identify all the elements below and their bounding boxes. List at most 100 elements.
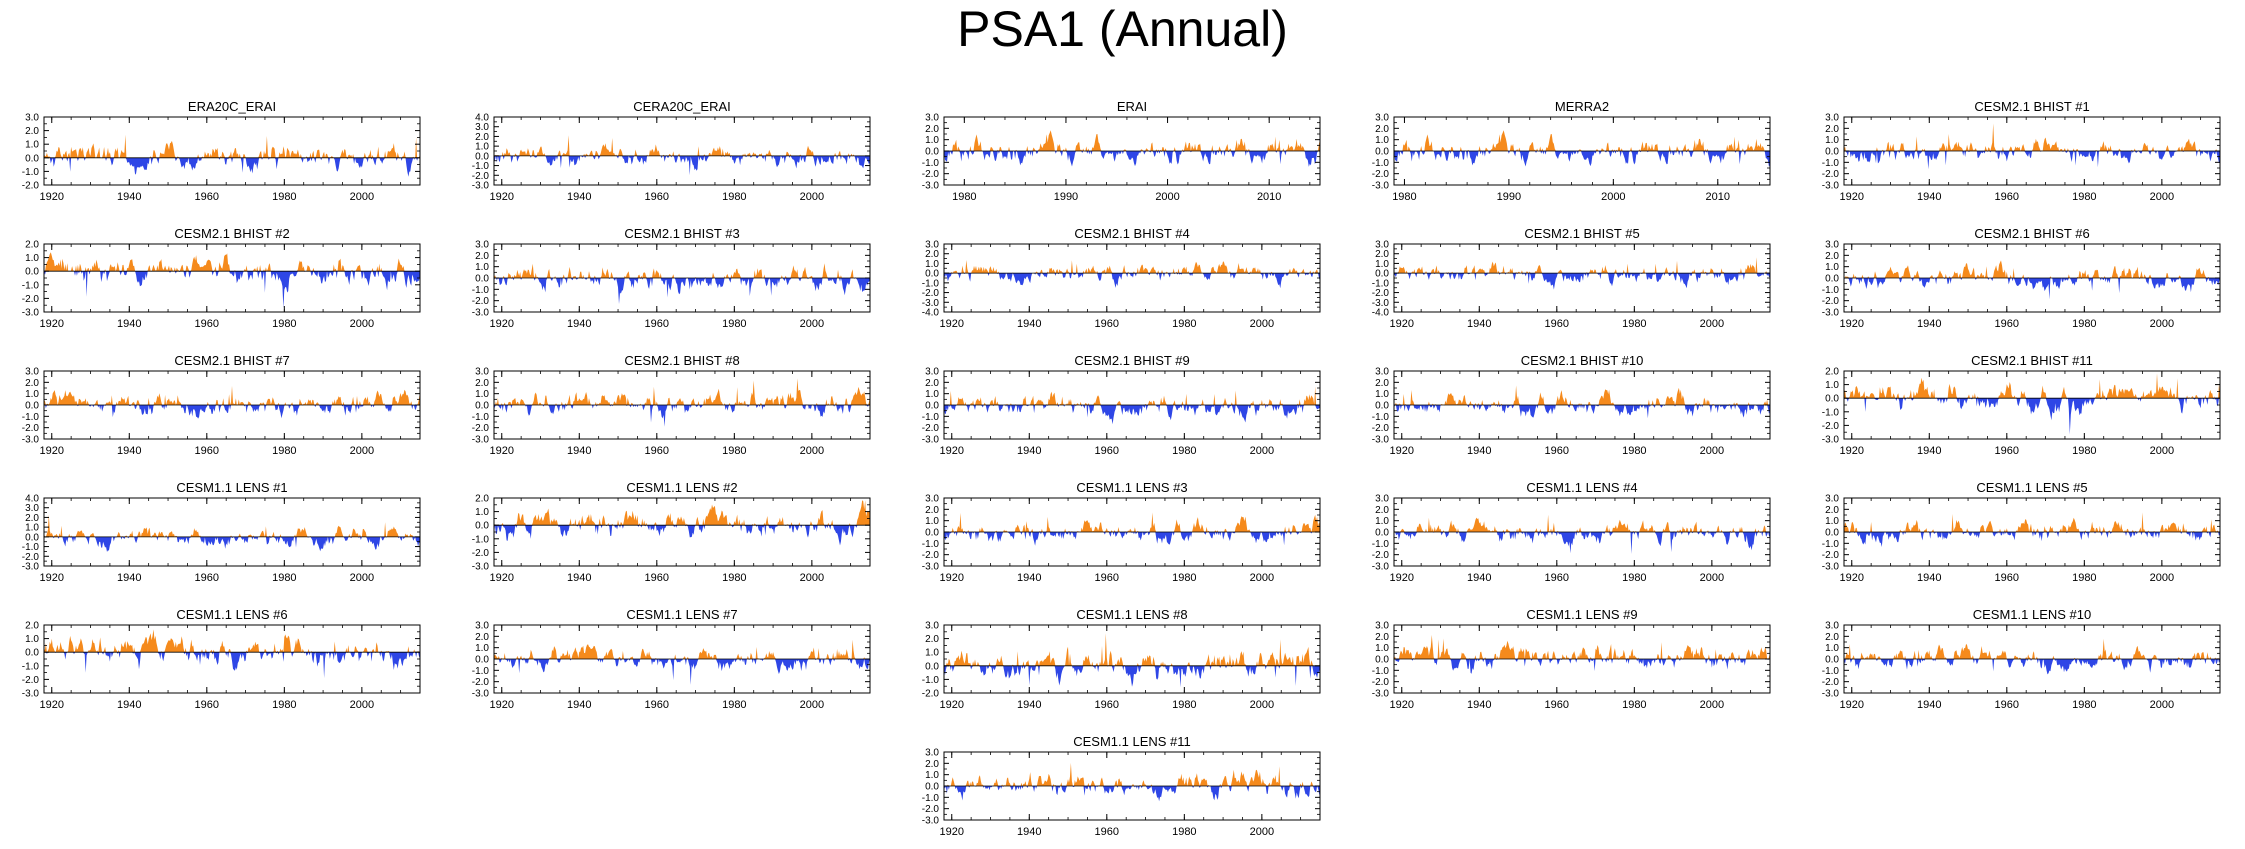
x-tick-label: 1960 <box>645 445 669 457</box>
y-tick-label: 2.0 <box>475 132 489 143</box>
x-tick-label: 2000 <box>800 191 824 203</box>
y-tick-label: 0.0 <box>25 648 39 659</box>
y-tick-label: -3.0 <box>1372 435 1390 446</box>
x-tick-label: 2010 <box>1706 191 1730 203</box>
y-tick-label: 2.0 <box>25 513 39 524</box>
x-tick-label: 2000 <box>1250 445 1274 457</box>
y-tick-label: -1.0 <box>22 542 40 553</box>
x-tick-label: 1980 <box>1622 445 1646 457</box>
y-tick-label: 0.0 <box>25 532 39 543</box>
y-tick-label: 1.0 <box>25 634 39 645</box>
x-tick-label: 1960 <box>645 699 669 711</box>
x-tick-label: 1940 <box>1917 191 1941 203</box>
y-tick-label: 3.0 <box>475 367 489 378</box>
chart-panel: CESM1.1 LENS #93.02.01.00.0-1.0-2.0-3.01… <box>1372 607 1771 711</box>
y-tick-label: 4.0 <box>25 494 39 505</box>
chart-panel: CERA20C_ERAI4.03.02.01.00.0-1.0-2.0-3.01… <box>472 99 871 203</box>
panel-title: CESM2.1 BHIST #11 <box>1971 353 2093 368</box>
y-tick-label: 1.0 <box>1825 380 1839 391</box>
x-tick-label: 1960 <box>1545 699 1569 711</box>
x-tick-label: 1980 <box>1172 445 1196 457</box>
x-tick-label: 1960 <box>1995 699 2019 711</box>
x-tick-label: 1920 <box>940 826 964 838</box>
x-tick-label: 1940 <box>1467 318 1491 330</box>
negative-anomaly-area <box>494 659 870 685</box>
x-tick-label: 1940 <box>1917 699 1941 711</box>
chart-panel: CESM2.1 BHIST #1 3.02.01.00.0-1.0-2.0-3.0… <box>1822 99 2221 203</box>
x-tick-label: 1980 <box>272 191 296 203</box>
x-tick-label: 2000 <box>1700 318 1724 330</box>
x-tick-label: 1980 <box>722 191 746 203</box>
x-tick-label: 1940 <box>1917 318 1941 330</box>
x-tick-label: 1920 <box>40 191 64 203</box>
y-tick-label: 3.0 <box>25 503 39 514</box>
y-tick-label: 0.0 <box>25 401 39 412</box>
x-tick-label: 2000 <box>1250 699 1274 711</box>
x-tick-label: 1980 <box>272 318 296 330</box>
y-tick-label: -3.0 <box>22 435 40 446</box>
x-tick-label: 1960 <box>645 572 669 584</box>
negative-anomaly-area <box>494 155 870 176</box>
y-tick-label: 1.0 <box>1375 516 1389 527</box>
y-tick-label: 2.0 <box>925 759 939 770</box>
y-tick-label: -2.0 <box>22 675 40 686</box>
panel-title: CESM2.1 BHIST #9 <box>1074 353 1189 368</box>
x-tick-label: 1980 <box>1622 572 1646 584</box>
panel-title: CESM2.1 BHIST #10 <box>1521 353 1644 368</box>
y-tick-label: -2.0 <box>472 296 490 307</box>
chart-panel: CESM2.1 BHIST #9 3.02.01.00.0-1.0-2.0-3.0… <box>922 353 1321 457</box>
positive-anomaly-area <box>44 134 420 158</box>
x-tick-label: 1990 <box>1497 191 1521 203</box>
y-tick-label: 0.0 <box>475 401 489 412</box>
y-tick-label: -1.0 <box>1822 666 1840 677</box>
panel-title: CESM2.1 BHIST #1 <box>1974 99 2089 114</box>
x-tick-label: 1980 <box>272 572 296 584</box>
x-tick-label: 1920 <box>1840 445 1864 457</box>
negative-anomaly-area <box>1394 532 1770 554</box>
y-tick-label: -2.0 <box>1372 288 1390 299</box>
y-tick-label: 0.0 <box>1825 655 1839 666</box>
y-tick-label: 3.0 <box>1375 367 1389 378</box>
y-tick-label: 0.0 <box>1375 528 1389 539</box>
y-tick-label: 3.0 <box>1825 240 1839 251</box>
x-tick-label: 1980 <box>1172 318 1196 330</box>
negative-anomaly-area <box>1394 151 1770 167</box>
negative-anomaly-area <box>1844 659 2220 675</box>
y-tick-label: -1.0 <box>472 161 490 172</box>
x-tick-label: 1920 <box>1390 572 1414 584</box>
negative-anomaly-area <box>44 157 420 177</box>
positive-anomaly-area <box>1394 130 1770 151</box>
chart-panel: ERAI 3.02.01.00.0-1.0-2.0-3.0 1980 1990 2000… <box>922 99 1321 203</box>
x-tick-label: 1940 <box>567 572 591 584</box>
chart-panel: CESM1.1 LENS #73.02.01.00.0-1.0-2.0-3.01… <box>472 607 871 711</box>
y-tick-label: 0.0 <box>1375 655 1389 666</box>
panel-title: CESM1.1 LENS #2 <box>626 480 737 495</box>
y-tick-label: 0.0 <box>1825 528 1839 539</box>
x-tick-label: 1960 <box>1095 318 1119 330</box>
y-tick-label: 0.0 <box>25 153 39 164</box>
x-tick-label: 1980 <box>722 572 746 584</box>
panel-title: CESM2.1 BHIST #4 <box>1074 226 1189 241</box>
x-tick-label: 1920 <box>1840 572 1864 584</box>
x-tick-label: 1920 <box>490 445 514 457</box>
x-tick-label: 1960 <box>1995 191 2019 203</box>
negative-anomaly-area <box>944 786 1320 802</box>
y-tick-label: 2.0 <box>925 505 939 516</box>
page-title: PSA1 (Annual) <box>957 1 1288 57</box>
y-tick-label: -1.0 <box>472 285 490 296</box>
y-tick-label: 2.0 <box>25 378 39 389</box>
x-tick-label: 1980 <box>1172 826 1196 838</box>
y-tick-label: 1.0 <box>475 643 489 654</box>
y-tick-label: 3.0 <box>925 494 939 505</box>
positive-anomaly-area <box>1844 123 2220 151</box>
y-tick-label: -1.0 <box>22 280 40 291</box>
x-tick-label: 1960 <box>1995 445 2019 457</box>
panel-title: CESM1.1 LENS #11 <box>1073 734 1191 749</box>
y-tick-label: 3.0 <box>925 621 939 632</box>
y-tick-label: -1.0 <box>472 412 490 423</box>
x-tick-label: 1980 <box>1392 191 1416 203</box>
positive-anomaly-area <box>494 135 870 156</box>
y-tick-label: 2.0 <box>1375 378 1389 389</box>
x-tick-label: 1980 <box>1172 572 1196 584</box>
y-tick-label: 2.0 <box>1825 367 1839 378</box>
